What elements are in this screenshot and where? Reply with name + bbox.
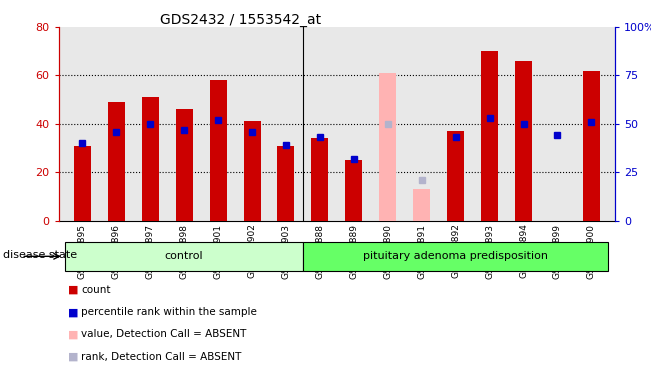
Bar [210,80,227,221]
Text: rank, Detection Call = ABSENT: rank, Detection Call = ABSENT [81,352,242,362]
Bar [515,61,532,221]
Text: ■: ■ [68,285,79,295]
Bar [413,189,430,221]
Text: ■: ■ [68,352,79,362]
Bar [447,131,464,221]
Bar [311,138,328,221]
Text: percentile rank within the sample: percentile rank within the sample [81,307,257,317]
Bar [583,71,600,221]
FancyBboxPatch shape [65,242,303,271]
Text: GDS2432 / 1553542_at: GDS2432 / 1553542_at [160,13,322,27]
Text: disease state: disease state [3,250,77,260]
Bar [142,97,159,221]
Bar [243,121,260,221]
Text: value, Detection Call = ABSENT: value, Detection Call = ABSENT [81,329,247,339]
FancyBboxPatch shape [303,242,609,271]
Bar [176,109,193,221]
Text: ■: ■ [68,329,79,339]
Bar [380,73,396,221]
Bar [108,102,125,221]
Text: ■: ■ [68,307,79,317]
Bar [277,146,294,221]
Bar [346,160,363,221]
Text: count: count [81,285,111,295]
Text: control: control [165,251,204,262]
Bar [74,146,91,221]
Text: pituitary adenoma predisposition: pituitary adenoma predisposition [363,251,548,262]
Bar [481,51,498,221]
